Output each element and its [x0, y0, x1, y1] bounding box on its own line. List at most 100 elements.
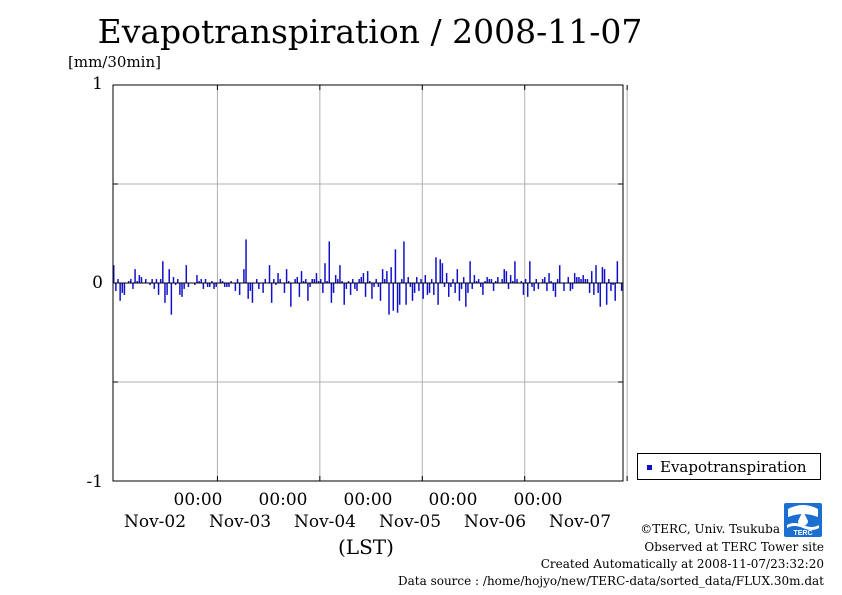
bar	[379, 283, 382, 301]
y-tick-label-top: 1	[92, 74, 103, 94]
bar	[213, 283, 215, 289]
bar	[164, 283, 166, 303]
bar	[505, 271, 508, 283]
y-axis-unit-label: [mm/30min]	[68, 53, 161, 71]
x-tick-time-3: 00:00	[343, 490, 393, 510]
bar	[420, 279, 422, 283]
bar	[409, 283, 412, 287]
bar	[294, 279, 296, 283]
bar	[590, 271, 593, 283]
bar	[388, 283, 390, 315]
legend-label: Evapotranspiration	[660, 458, 807, 476]
bar	[501, 279, 503, 283]
x-tick-day-3: Nov-04	[293, 512, 357, 532]
bar	[582, 275, 584, 283]
bar	[546, 283, 548, 291]
bar	[249, 283, 252, 291]
bar	[206, 283, 209, 287]
bar	[330, 283, 333, 303]
bar	[138, 275, 141, 283]
bar	[245, 239, 247, 283]
bar	[456, 269, 459, 283]
bar	[345, 283, 348, 289]
data-bars	[113, 239, 623, 315]
x-tick-time-1: 00:00	[173, 490, 223, 510]
bar	[514, 261, 516, 283]
bar	[554, 283, 557, 297]
bar	[435, 257, 437, 283]
bar	[324, 263, 326, 283]
bar	[121, 283, 124, 293]
bar	[450, 283, 452, 287]
bar	[526, 283, 529, 297]
bar	[454, 283, 456, 293]
bar	[608, 279, 610, 283]
bar	[484, 281, 486, 283]
bar	[354, 283, 356, 289]
bar	[548, 273, 550, 283]
bar	[509, 275, 512, 283]
bar	[369, 281, 371, 283]
bar	[480, 283, 482, 287]
x-tick-day-6: Nov-07	[548, 512, 612, 532]
credit-observed: Observed at TERC Tower site	[644, 540, 824, 554]
bar	[603, 269, 606, 283]
bar	[155, 279, 158, 283]
bar	[177, 279, 179, 283]
bar	[337, 279, 339, 283]
bar	[334, 275, 337, 283]
bar	[578, 277, 580, 283]
bar	[507, 283, 510, 289]
x-tick-day-2: Nov-03	[208, 512, 272, 532]
bar	[441, 263, 444, 283]
bar	[401, 279, 403, 283]
bar	[576, 277, 578, 283]
bar	[366, 271, 369, 283]
bar	[251, 283, 254, 303]
bar	[136, 281, 138, 283]
bar	[586, 279, 589, 283]
bar	[162, 261, 164, 283]
bar	[305, 279, 307, 283]
bar	[238, 283, 241, 295]
bar	[339, 265, 341, 283]
bar	[298, 283, 301, 297]
bar	[595, 265, 597, 283]
logo-text: TERC	[793, 530, 812, 537]
credit-copyright: ©TERC, Univ. Tsukuba	[640, 522, 780, 536]
bar	[424, 275, 427, 283]
bar	[145, 279, 147, 283]
bar	[573, 273, 576, 283]
bar	[386, 271, 388, 283]
bar	[458, 283, 461, 301]
bar	[390, 267, 392, 283]
bar	[364, 283, 367, 297]
bar	[563, 283, 565, 291]
bar	[439, 259, 441, 283]
bar	[168, 269, 170, 283]
bar	[588, 283, 591, 293]
bar	[194, 283, 196, 285]
bar	[569, 283, 572, 291]
bar	[358, 279, 360, 283]
bar	[467, 283, 469, 293]
terc-logo: TERC	[784, 503, 822, 537]
bar	[215, 283, 217, 287]
bar	[311, 279, 313, 283]
bar	[219, 279, 222, 283]
bar	[185, 265, 188, 283]
bar	[610, 283, 612, 291]
bar	[462, 277, 465, 283]
bar	[283, 283, 286, 293]
bar	[430, 279, 433, 283]
bar	[275, 283, 277, 285]
bar	[179, 283, 181, 295]
bar	[512, 281, 514, 283]
bar	[187, 283, 190, 287]
bar	[552, 283, 555, 291]
bar	[465, 283, 467, 307]
bar	[392, 283, 395, 311]
bar	[341, 281, 343, 283]
bar	[377, 283, 380, 287]
bar	[537, 283, 540, 289]
